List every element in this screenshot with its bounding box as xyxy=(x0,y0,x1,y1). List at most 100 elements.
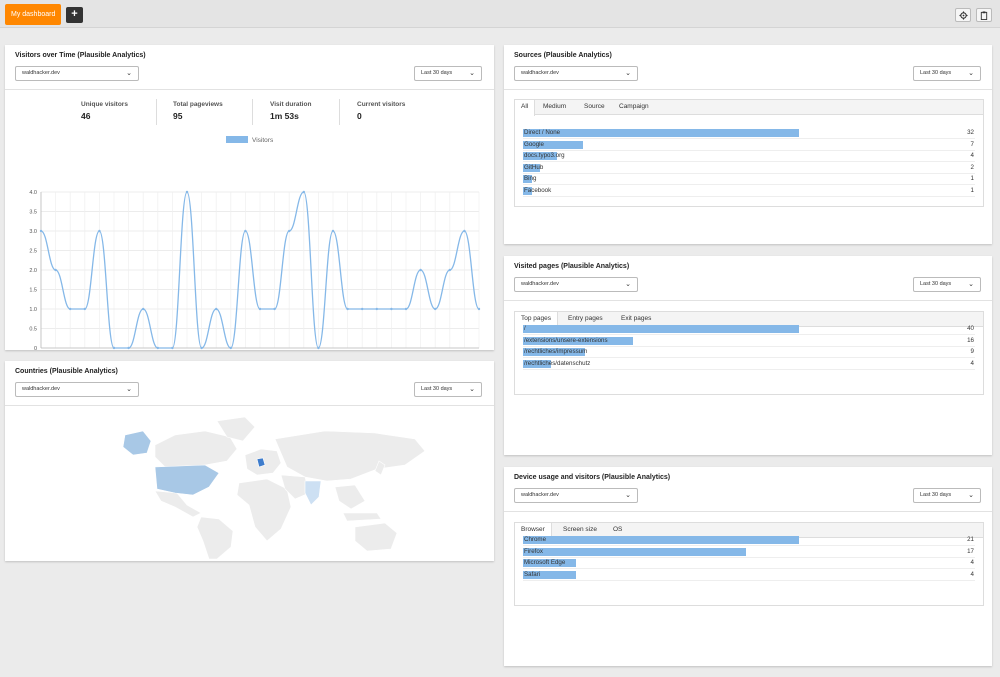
range-select[interactable]: Last 30 days ⌄ xyxy=(913,488,981,503)
data-point xyxy=(127,346,130,350)
chevron-down-icon: ⌄ xyxy=(968,281,974,288)
visitors-over-time-widget: Visitors over Time (Plausible Analytics)… xyxy=(5,45,494,350)
map-country-alaska-usa xyxy=(122,430,152,456)
gear-icon xyxy=(958,11,968,20)
bar-value: 9 xyxy=(970,348,974,355)
range-select[interactable]: Last 30 days ⌄ xyxy=(414,382,482,397)
data-point xyxy=(244,229,247,233)
bar-value: 4 xyxy=(970,152,974,159)
bar-list-row[interactable]: Microsoft Edge 4 xyxy=(523,558,975,569)
bar-label: /rechtliches/impressum xyxy=(524,348,588,355)
bar-list-row[interactable]: docs.typo3.org 4 xyxy=(523,151,975,162)
bar-value: 32 xyxy=(967,129,974,136)
tab-bar: All Medium Source Campaign xyxy=(515,100,983,116)
world-map[interactable] xyxy=(5,409,494,559)
bar-fill xyxy=(523,336,634,345)
tab-os[interactable]: OS xyxy=(613,526,623,533)
bar-list-row[interactable]: /extensions/unsere-extensions 16 xyxy=(523,336,975,347)
data-point xyxy=(477,307,481,311)
tab-top-pages[interactable]: Top pages xyxy=(515,312,558,328)
bar-label: /extensions/unsere-extensions xyxy=(524,336,608,344)
bar-value: 17 xyxy=(967,547,974,555)
tab-medium[interactable]: Medium xyxy=(543,103,567,110)
range-select[interactable]: Last 30 days ⌄ xyxy=(913,277,981,292)
stat-visit-duration: Visit duration 1m 53s xyxy=(270,101,311,121)
data-point xyxy=(142,307,145,311)
stat-value: 46 xyxy=(81,111,91,121)
bar-label: / xyxy=(524,325,526,332)
site-select[interactable]: waldhacker.dev ⌄ xyxy=(15,382,139,397)
bar-list-row[interactable]: Safari 4 xyxy=(523,570,975,581)
bar-label: Facebook xyxy=(524,186,552,194)
bar-list-row[interactable]: Facebook 1 xyxy=(523,186,975,197)
tab-campaign[interactable]: Campaign xyxy=(619,103,649,110)
bar-fill xyxy=(523,536,799,544)
data-point xyxy=(419,268,422,272)
map-country-usa xyxy=(154,464,220,496)
widget-library-button[interactable] xyxy=(976,8,992,22)
bar-list-row[interactable]: / 40 xyxy=(523,324,975,335)
tab-all[interactable]: All xyxy=(515,100,536,116)
y-tick-label: 3.5 xyxy=(29,210,37,216)
dashboard-tab-my-dashboard[interactable]: My dashboard xyxy=(5,4,62,25)
bar-value: 1 xyxy=(970,175,974,182)
bar-list-row[interactable]: Firefox 17 xyxy=(523,547,975,558)
bar-label: Google xyxy=(524,140,544,148)
bar-list-row[interactable]: GitHub 2 xyxy=(523,163,975,174)
map-country-india xyxy=(304,480,322,506)
bar-list-row[interactable]: /rechtliches/datenschutz 4 xyxy=(523,359,975,370)
range-select[interactable]: Last 30 days ⌄ xyxy=(913,66,981,81)
stat-label: Current visitors xyxy=(357,101,406,108)
y-tick-label: 0 xyxy=(34,346,37,350)
data-point xyxy=(375,307,378,311)
bar-fill xyxy=(523,359,551,368)
bar-value: 2 xyxy=(970,163,974,171)
site-select-value: waldhacker.dev xyxy=(22,70,60,76)
tab-browser[interactable]: Browser xyxy=(515,523,552,539)
widget-title: Visited pages (Plausible Analytics) xyxy=(514,263,630,270)
bar-fill xyxy=(523,547,747,556)
divider xyxy=(504,511,992,512)
bar-fill xyxy=(523,186,532,195)
map-continent-asia xyxy=(274,430,426,482)
stat-current-visitors: Current visitors 0 xyxy=(357,101,405,121)
settings-button[interactable] xyxy=(955,8,971,22)
visited-pages-widget: Visited pages (Plausible Analytics) wald… xyxy=(504,256,992,455)
bar-list-row[interactable]: Chrome 21 xyxy=(523,535,975,546)
bar-fill xyxy=(523,570,576,579)
data-point xyxy=(288,229,291,233)
divider xyxy=(504,300,992,301)
tab-source[interactable]: Source xyxy=(584,103,605,110)
bar-value: 4 xyxy=(970,359,974,367)
chevron-down-icon: ⌄ xyxy=(126,386,132,393)
bar-fill xyxy=(523,163,541,172)
bar-list-row[interactable]: Direct / None 32 xyxy=(523,128,975,139)
tab-exit-pages[interactable]: Exit pages xyxy=(621,315,652,322)
data-point xyxy=(200,346,203,350)
range-select[interactable]: Last 30 days ⌄ xyxy=(414,66,482,81)
site-select[interactable]: waldhacker.dev ⌄ xyxy=(514,66,638,81)
data-point xyxy=(83,307,87,311)
stat-label: Visit duration xyxy=(270,101,312,108)
bar-list-row[interactable]: Google 7 xyxy=(523,140,975,151)
add-dashboard-button[interactable]: + xyxy=(66,7,83,23)
chevron-down-icon: ⌄ xyxy=(469,70,475,77)
data-point xyxy=(156,346,159,350)
legend-label: Visitors xyxy=(252,137,274,144)
bar-fill xyxy=(523,140,584,149)
map-country-germany xyxy=(256,457,266,468)
stat-value: 95 xyxy=(173,111,183,121)
site-select-value: waldhacker.dev xyxy=(521,492,559,498)
bar-list-row[interactable]: /rechtliches/impressum 9 xyxy=(523,347,975,358)
map-continent-south-america xyxy=(196,516,234,559)
chevron-down-icon: ⌄ xyxy=(126,70,132,77)
map-region-southeast-asia xyxy=(334,484,366,510)
site-select[interactable]: waldhacker.dev ⌄ xyxy=(514,277,638,292)
bar-value: 4 xyxy=(970,570,974,578)
sources-widget: Sources (Plausible Analytics) waldhacker… xyxy=(504,45,992,244)
site-select[interactable]: waldhacker.dev ⌄ xyxy=(15,66,139,81)
site-select[interactable]: waldhacker.dev ⌄ xyxy=(514,488,638,503)
bar-list-row[interactable]: Bing 1 xyxy=(523,174,975,185)
tab-screen-size[interactable]: Screen size xyxy=(563,526,597,533)
tab-entry-pages[interactable]: Entry pages xyxy=(568,315,603,322)
